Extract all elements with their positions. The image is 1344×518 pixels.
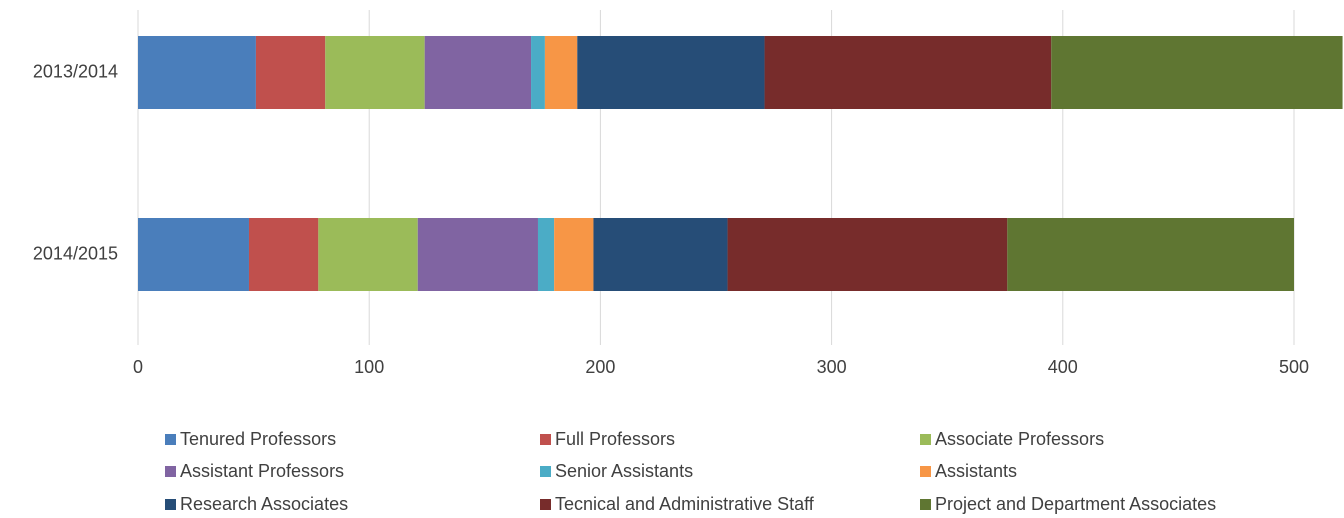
- bar-segment: [424, 36, 532, 109]
- bar-segment: [138, 218, 249, 291]
- legend-swatch: [165, 499, 176, 510]
- legend-swatch: [920, 434, 931, 445]
- bar-segment: [537, 218, 555, 291]
- bar-segment: [577, 36, 765, 109]
- legend-label: Assistant Professors: [180, 461, 344, 481]
- legend-label: Full Professors: [555, 429, 675, 449]
- x-tick-label: 100: [354, 357, 384, 377]
- bar-segment: [764, 36, 1052, 109]
- x-tick-label: 400: [1048, 357, 1078, 377]
- bar-segment: [531, 36, 545, 109]
- legend-swatch: [920, 466, 931, 477]
- legend-label: Tecnical and Administrative Staff: [555, 494, 815, 514]
- x-tick-label: 0: [133, 357, 143, 377]
- legend-swatch: [165, 434, 176, 445]
- y-tick-label: 2014/2015: [33, 243, 118, 263]
- bar-segment: [1007, 218, 1294, 291]
- bar-segment: [417, 218, 538, 291]
- x-tick-label: 200: [585, 357, 615, 377]
- legend-label: Senior Assistants: [555, 461, 693, 481]
- bar-segment: [727, 218, 1008, 291]
- labels: 0 100 200 300 400 500 2013/2014 2014/2015 Tenure…: [33, 61, 1309, 514]
- bar-segment: [138, 36, 256, 109]
- legend-swatch: [165, 466, 176, 477]
- bar-segment: [325, 36, 425, 109]
- bar-segment: [544, 36, 578, 109]
- legend-label: Tenured Professors: [180, 429, 336, 449]
- legend-label: Associate Professors: [935, 429, 1104, 449]
- x-tick-label: 500: [1279, 357, 1309, 377]
- bar-segment: [593, 218, 728, 291]
- legend-label: Research Associates: [180, 494, 348, 514]
- bar-segment: [255, 36, 326, 109]
- bar-segment: [318, 218, 418, 291]
- legend-swatch: [540, 499, 551, 510]
- y-tick-label: 2013/2014: [33, 61, 118, 81]
- x-tick-label: 300: [817, 357, 847, 377]
- legend-swatch: [920, 499, 931, 510]
- bar-segment: [554, 218, 594, 291]
- bar-segment: [248, 218, 319, 291]
- bars: [138, 36, 1343, 291]
- legend-label: Assistants: [935, 461, 1017, 481]
- bar-segment: [1051, 36, 1343, 109]
- legend-swatch: [540, 466, 551, 477]
- legend-label: Project and Department Associates: [935, 494, 1216, 514]
- legend-swatch: [540, 434, 551, 445]
